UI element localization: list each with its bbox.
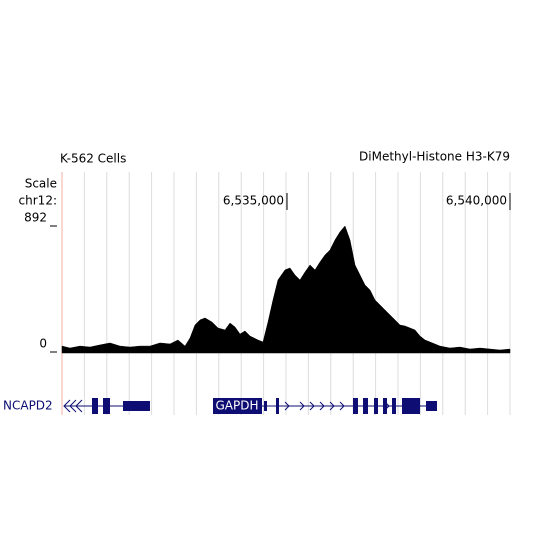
exon [402,398,420,414]
chrom-label: chr12: [19,194,57,208]
scale-label: Scale [25,177,57,191]
gene-label: GAPDH [215,399,258,413]
exon [426,401,437,411]
y-tick-label: 892 [24,211,47,225]
x-tick-label: 6,540,000 [446,194,507,208]
exon [103,398,110,414]
y-tick-label: 0 [39,337,47,351]
x-tick-label: 6,535,000 [223,194,284,208]
track-title: DiMethyl-Histone H3-K79 [359,150,510,164]
cell-line-label: K-562 Cells [60,152,126,166]
gene-label-box [213,398,262,414]
exon [374,398,378,414]
exon [92,398,98,414]
gene-track: NCAPD2 GAPDH [3,398,437,414]
exon [264,401,267,411]
strand-arrows [284,401,390,411]
exon [363,398,368,414]
strand-arrows [63,399,83,413]
exon [383,398,387,414]
exon [276,398,279,414]
exon [353,398,358,414]
exon [123,401,150,411]
signal-area [61,225,511,354]
gene-label: NCAPD2 [3,399,53,413]
exon [392,398,396,414]
